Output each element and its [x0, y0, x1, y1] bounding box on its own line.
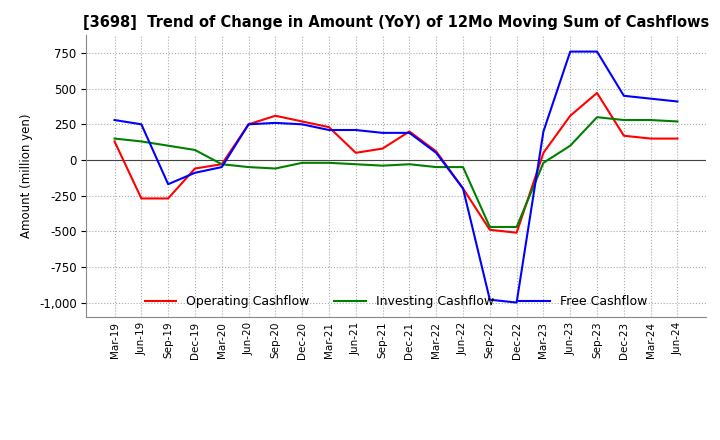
- Operating Cashflow: [244, 122, 253, 127]
- Y-axis label: Amount (million yen): Amount (million yen): [20, 114, 33, 238]
- Operating Cashflow: [513, 230, 521, 235]
- Operating Cashflow: [432, 149, 441, 154]
- Free Cashflow: [191, 170, 199, 176]
- Free Cashflow: [405, 130, 414, 136]
- Investing Cashflow: [271, 166, 279, 171]
- Line: Operating Cashflow: Operating Cashflow: [114, 93, 678, 233]
- Investing Cashflow: [432, 165, 441, 170]
- Investing Cashflow: [647, 117, 655, 123]
- Free Cashflow: [432, 150, 441, 155]
- Free Cashflow: [244, 122, 253, 127]
- Operating Cashflow: [566, 113, 575, 118]
- Operating Cashflow: [351, 150, 360, 155]
- Free Cashflow: [325, 127, 333, 132]
- Investing Cashflow: [244, 165, 253, 170]
- Investing Cashflow: [619, 117, 628, 123]
- Investing Cashflow: [217, 161, 226, 167]
- Free Cashflow: [539, 129, 548, 134]
- Line: Free Cashflow: Free Cashflow: [114, 51, 678, 303]
- Investing Cashflow: [566, 143, 575, 148]
- Operating Cashflow: [137, 196, 145, 201]
- Operating Cashflow: [405, 129, 414, 134]
- Operating Cashflow: [539, 150, 548, 155]
- Free Cashflow: [619, 93, 628, 99]
- Free Cashflow: [485, 297, 494, 302]
- Operating Cashflow: [191, 166, 199, 171]
- Investing Cashflow: [513, 224, 521, 230]
- Operating Cashflow: [647, 136, 655, 141]
- Free Cashflow: [459, 186, 467, 191]
- Operating Cashflow: [673, 136, 682, 141]
- Investing Cashflow: [593, 114, 601, 120]
- Free Cashflow: [271, 120, 279, 125]
- Free Cashflow: [110, 117, 119, 123]
- Investing Cashflow: [351, 161, 360, 167]
- Line: Investing Cashflow: Investing Cashflow: [114, 117, 678, 227]
- Free Cashflow: [673, 99, 682, 104]
- Legend: Operating Cashflow, Investing Cashflow, Free Cashflow: Operating Cashflow, Investing Cashflow, …: [140, 290, 652, 313]
- Free Cashflow: [164, 182, 173, 187]
- Free Cashflow: [647, 96, 655, 101]
- Free Cashflow: [566, 49, 575, 54]
- Operating Cashflow: [619, 133, 628, 138]
- Free Cashflow: [513, 300, 521, 305]
- Operating Cashflow: [485, 227, 494, 232]
- Investing Cashflow: [110, 136, 119, 141]
- Free Cashflow: [351, 127, 360, 132]
- Free Cashflow: [217, 165, 226, 170]
- Title: [3698]  Trend of Change in Amount (YoY) of 12Mo Moving Sum of Cashflows: [3698] Trend of Change in Amount (YoY) o…: [83, 15, 709, 30]
- Operating Cashflow: [298, 119, 307, 124]
- Operating Cashflow: [459, 186, 467, 191]
- Investing Cashflow: [137, 139, 145, 144]
- Operating Cashflow: [378, 146, 387, 151]
- Operating Cashflow: [110, 139, 119, 144]
- Operating Cashflow: [217, 161, 226, 167]
- Investing Cashflow: [539, 160, 548, 165]
- Free Cashflow: [298, 122, 307, 127]
- Investing Cashflow: [459, 165, 467, 170]
- Free Cashflow: [378, 130, 387, 136]
- Investing Cashflow: [191, 147, 199, 153]
- Investing Cashflow: [164, 143, 173, 148]
- Investing Cashflow: [485, 224, 494, 230]
- Investing Cashflow: [325, 160, 333, 165]
- Investing Cashflow: [673, 119, 682, 124]
- Investing Cashflow: [378, 163, 387, 169]
- Operating Cashflow: [164, 196, 173, 201]
- Free Cashflow: [137, 122, 145, 127]
- Operating Cashflow: [593, 90, 601, 95]
- Operating Cashflow: [271, 113, 279, 118]
- Operating Cashflow: [325, 125, 333, 130]
- Investing Cashflow: [405, 161, 414, 167]
- Investing Cashflow: [298, 160, 307, 165]
- Free Cashflow: [593, 49, 601, 54]
